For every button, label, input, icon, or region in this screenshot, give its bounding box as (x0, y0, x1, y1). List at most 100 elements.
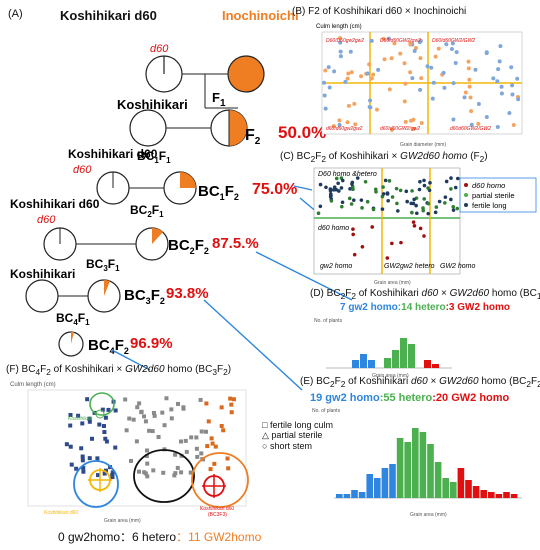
svg-text:BC3F1: BC3F1 (86, 257, 120, 273)
panel-b-point (495, 79, 500, 84)
panel-b-point (345, 120, 350, 125)
panel-b-point (352, 101, 357, 106)
panel-b-point (466, 66, 471, 71)
panel-c-point (395, 201, 399, 206)
panel-b-point (389, 56, 394, 61)
panel-f-point (179, 470, 184, 475)
panel-f-point (106, 407, 111, 412)
panel-b-point (346, 71, 351, 76)
c-legend-2: partial sterile (472, 191, 515, 200)
panel-c-point (404, 189, 409, 194)
panel-b-point (386, 36, 391, 41)
panel-c-point (422, 183, 427, 188)
panel-f-point (100, 407, 105, 412)
panel-c-point (339, 186, 344, 190)
panel-f-point (175, 465, 180, 470)
panel-c-point (453, 185, 458, 190)
panel-b-point (403, 81, 408, 86)
svg-text:BC2F2: BC2F2 (168, 237, 209, 256)
panel-b-point (408, 41, 413, 46)
panel-b-point (418, 87, 423, 92)
panel-c-point (381, 185, 385, 189)
panel-c-point (410, 189, 414, 193)
panel-e-bar (389, 464, 396, 498)
svg-text:BC1F1: BC1F1 (137, 149, 171, 165)
panel-e-bar (366, 474, 373, 498)
panel-b-point (346, 103, 351, 108)
panel-e-bar (419, 432, 427, 498)
panel-c-point (449, 197, 453, 202)
panel-f-point (127, 416, 132, 421)
panel-f-point (213, 444, 218, 449)
panel-d-bar (368, 360, 375, 368)
svg-text:BC2F1: BC2F1 (130, 203, 164, 219)
f-annot-4: (BC3F3) (208, 512, 227, 518)
bc1f2-percent: 75.0% (252, 181, 297, 198)
panel-b-point (430, 96, 435, 101)
panel-f-point (103, 468, 108, 473)
panel-f-point (87, 456, 92, 461)
panel-b-point (348, 49, 353, 54)
panel-e-bar (404, 442, 411, 498)
panel-f-point (123, 397, 128, 402)
panel-b-point (392, 41, 397, 46)
panel-f-point (176, 401, 181, 406)
panel-b-point (491, 76, 496, 81)
panel-f-point (151, 468, 156, 473)
panel-f-point (79, 446, 84, 451)
panel-f-point (69, 462, 74, 467)
panel-c-point (444, 179, 449, 184)
panel-f-point (95, 456, 100, 461)
panel-b-point (322, 93, 327, 98)
panel-f-point (178, 439, 183, 444)
panel-c-point (414, 211, 419, 216)
svg-text:d60/d60gw2gw2: d60/d60gw2gw2 (326, 126, 363, 132)
panel-c-point (349, 202, 354, 206)
panel-c-point (352, 252, 357, 257)
panel-f-point (80, 458, 85, 463)
panel-c-point (409, 201, 414, 206)
panel-b-point (374, 107, 379, 112)
panel-b-point (345, 76, 350, 81)
panel-f-point (231, 397, 236, 402)
svg-text:D60/D60gw2gw2: D60/D60gw2gw2 (326, 38, 364, 44)
panel-c-point (411, 220, 416, 224)
panel-e-bar (412, 428, 419, 498)
panel-c-point (370, 225, 375, 229)
panel-c-point (340, 178, 345, 183)
panel-b-point (367, 62, 372, 67)
panel-c-point (443, 201, 447, 205)
panel-c-point (380, 207, 385, 211)
panel-f-point (110, 475, 115, 480)
panel-c-point (365, 199, 370, 204)
panel-b-point (322, 80, 327, 85)
panel-f-point (164, 396, 169, 401)
svg-text:d60d60GW2/GW2: d60d60GW2/GW2 (450, 126, 491, 132)
panel-b-point (338, 49, 343, 54)
panel-c-point (324, 185, 328, 190)
svg-text:D60/d60GW2/GW2: D60/d60GW2/GW2 (432, 38, 475, 44)
panel-f-point (156, 435, 161, 440)
panel-d-bar (384, 358, 391, 368)
panel-d-chart: No. of plants Grain area (mm) (314, 318, 452, 378)
panel-b-point (469, 122, 474, 127)
svg-text:d60: d60 (37, 214, 56, 226)
panel-f-point (173, 471, 178, 476)
panel-c-point (412, 197, 416, 202)
panel-c-point (371, 207, 376, 212)
panel-b-point (323, 68, 328, 73)
bc4f2-percent: 96.9% (130, 335, 173, 352)
panel-c-point (351, 198, 356, 202)
panel-f-point (113, 445, 118, 450)
panel-f-point (151, 410, 156, 415)
panel-c-point (414, 203, 418, 208)
svg-text:BC1F2: BC1F2 (198, 183, 239, 202)
panel-f-point (124, 428, 129, 433)
panel-b-point (467, 84, 472, 89)
svg-text:Grain area (mm): Grain area (mm) (104, 518, 141, 524)
panel-f-point (142, 414, 147, 419)
panel-b-point (402, 61, 407, 66)
panel-b-point (418, 56, 423, 61)
svg-text:BC4F2: BC4F2 (88, 337, 129, 356)
